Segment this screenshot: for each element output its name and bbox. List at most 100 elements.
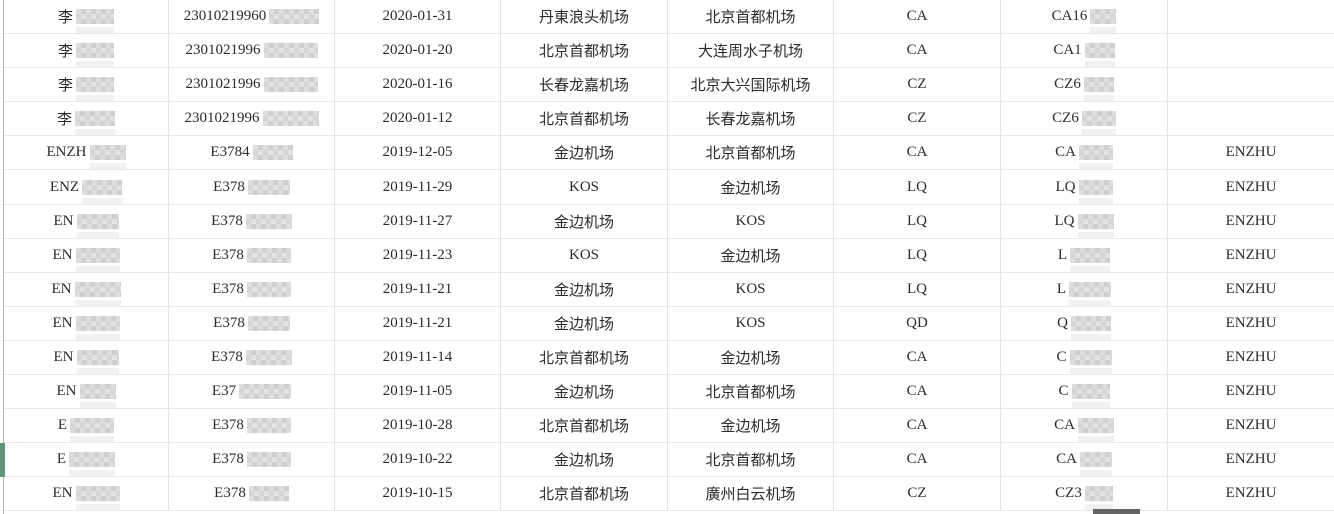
cell-tag[interactable] bbox=[1168, 0, 1334, 35]
cell-arrival-airport[interactable]: KOS bbox=[668, 204, 834, 239]
cell-departure-airport[interactable]: KOS bbox=[501, 238, 668, 273]
cell-name[interactable]: EN bbox=[4, 272, 169, 307]
cell-tag[interactable]: ENZHU bbox=[1168, 409, 1334, 444]
cell-departure-airport[interactable]: 金边机场 bbox=[501, 443, 668, 478]
cell-id-number[interactable]: E378 bbox=[169, 238, 335, 273]
cell-departure-airport[interactable]: 金边机场 bbox=[501, 136, 668, 171]
cell-departure-airport[interactable]: 北京首都机场 bbox=[501, 340, 668, 376]
cell-airline-code[interactable]: CZ bbox=[834, 102, 1001, 137]
cell-name[interactable]: EN bbox=[4, 340, 169, 376]
cell-arrival-airport[interactable]: 北京首都机场 bbox=[668, 375, 834, 410]
cell-tag[interactable]: ENZHU bbox=[1168, 239, 1334, 273]
cell-departure-airport[interactable]: 金边机场 bbox=[501, 375, 668, 410]
cell-departure-airport[interactable]: 金边机场 bbox=[501, 204, 668, 239]
cell-flight-number[interactable]: C bbox=[1001, 340, 1168, 376]
cell-name[interactable]: ENZ bbox=[4, 170, 169, 205]
cell-flight-number[interactable]: CA1 bbox=[1001, 34, 1168, 69]
cell-departure-airport[interactable]: 北京首都机场 bbox=[501, 34, 668, 69]
cell-airline-code[interactable]: CA bbox=[834, 375, 1001, 410]
cell-date[interactable]: 2020-01-16 bbox=[335, 68, 501, 103]
cell-airline-code[interactable]: CZ bbox=[834, 477, 1001, 512]
cell-departure-airport[interactable]: 北京首都机场 bbox=[501, 409, 668, 444]
cell-name[interactable]: ENZH bbox=[4, 136, 169, 171]
cell-arrival-airport[interactable]: 金边机场 bbox=[668, 409, 834, 444]
cell-arrival-airport[interactable]: KOS bbox=[668, 306, 834, 341]
cell-airline-code[interactable]: CA bbox=[834, 136, 1001, 171]
cell-tag[interactable]: ENZHU bbox=[1168, 443, 1334, 478]
cell-name[interactable]: EN bbox=[4, 306, 169, 341]
cell-id-number[interactable]: 2301021996 bbox=[169, 68, 335, 103]
cell-departure-airport[interactable]: KOS bbox=[501, 170, 668, 205]
cell-name[interactable]: 李 bbox=[4, 0, 169, 35]
cell-date[interactable]: 2019-11-29 bbox=[335, 170, 501, 205]
cell-name[interactable]: 李 bbox=[4, 102, 169, 137]
cell-id-number[interactable]: E3784 bbox=[169, 136, 335, 171]
cell-id-number[interactable]: E378 bbox=[169, 340, 335, 376]
cell-tag[interactable] bbox=[1168, 68, 1334, 103]
cell-tag[interactable]: ENZHU bbox=[1168, 307, 1334, 341]
cell-flight-number[interactable]: CA bbox=[1001, 443, 1168, 478]
cell-date[interactable]: 2019-11-14 bbox=[335, 340, 501, 376]
cell-arrival-airport[interactable]: 廣州白云机场 bbox=[668, 477, 834, 512]
cell-departure-airport[interactable]: 金边机场 bbox=[501, 272, 668, 307]
cell-airline-code[interactable]: QD bbox=[834, 306, 1001, 341]
cell-tag[interactable] bbox=[1168, 34, 1334, 69]
cell-date[interactable]: 2019-11-23 bbox=[335, 238, 501, 273]
cell-airline-code[interactable]: CA bbox=[834, 34, 1001, 69]
cell-arrival-airport[interactable]: 北京首都机场 bbox=[668, 136, 834, 171]
cell-tag[interactable]: ENZHU bbox=[1168, 136, 1334, 171]
cell-name[interactable]: EN bbox=[4, 238, 169, 273]
cell-id-number[interactable]: 2301021996 bbox=[169, 102, 335, 137]
cell-name[interactable]: EN bbox=[4, 204, 169, 239]
cell-arrival-airport[interactable]: KOS bbox=[668, 272, 834, 307]
cell-flight-number[interactable]: LQ bbox=[1001, 170, 1168, 205]
cell-name[interactable]: 李 bbox=[4, 68, 169, 103]
cell-tag[interactable]: ENZHU bbox=[1168, 341, 1334, 376]
cell-date[interactable]: 2019-11-27 bbox=[335, 204, 501, 239]
cell-flight-number[interactable]: LQ bbox=[1001, 204, 1168, 239]
cell-date[interactable]: 2019-10-28 bbox=[335, 409, 501, 444]
cell-tag[interactable]: ENZHU bbox=[1168, 477, 1334, 512]
cell-flight-number[interactable]: CA bbox=[1001, 409, 1168, 444]
cell-name[interactable]: EN bbox=[4, 477, 169, 512]
cell-airline-code[interactable]: CA bbox=[834, 340, 1001, 376]
cell-arrival-airport[interactable]: 金边机场 bbox=[668, 170, 834, 205]
cell-flight-number[interactable]: CA16 bbox=[1001, 0, 1168, 35]
cell-id-number[interactable]: E378 bbox=[169, 204, 335, 239]
cell-name[interactable]: E bbox=[4, 409, 169, 444]
cell-tag[interactable] bbox=[1168, 102, 1334, 137]
cell-arrival-airport[interactable]: 北京大兴国际机场 bbox=[668, 68, 834, 103]
cell-departure-airport[interactable]: 金边机场 bbox=[501, 306, 668, 341]
cell-date[interactable]: 2020-01-12 bbox=[335, 102, 501, 137]
cell-arrival-airport[interactable]: 金边机场 bbox=[668, 238, 834, 273]
cell-airline-code[interactable]: LQ bbox=[834, 238, 1001, 273]
cell-flight-number[interactable]: L bbox=[1001, 238, 1168, 273]
cell-airline-code[interactable]: CA bbox=[834, 409, 1001, 444]
cell-airline-code[interactable]: CZ bbox=[834, 68, 1001, 103]
cell-id-number[interactable]: E378 bbox=[169, 477, 335, 512]
cell-arrival-airport[interactable]: 长春龙嘉机场 bbox=[668, 102, 834, 137]
cell-airline-code[interactable]: LQ bbox=[834, 170, 1001, 205]
cell-id-number[interactable]: E378 bbox=[169, 409, 335, 444]
cell-name[interactable]: E bbox=[4, 443, 169, 478]
cell-arrival-airport[interactable]: 北京首都机场 bbox=[668, 443, 834, 478]
cell-date[interactable]: 2020-01-20 bbox=[335, 34, 501, 69]
cell-id-number[interactable]: E378 bbox=[169, 170, 335, 205]
cell-id-number[interactable]: 23010219960 bbox=[169, 0, 335, 35]
cell-id-number[interactable]: E378 bbox=[169, 443, 335, 478]
cell-date[interactable]: 2019-10-15 bbox=[335, 477, 501, 512]
cell-departure-airport[interactable]: 北京首都机场 bbox=[501, 477, 668, 512]
cell-flight-number[interactable]: CZ6 bbox=[1001, 68, 1168, 103]
cell-id-number[interactable]: E37 bbox=[169, 375, 335, 410]
cell-arrival-airport[interactable]: 金边机场 bbox=[668, 340, 834, 376]
cell-date[interactable]: 2019-10-22 bbox=[335, 443, 501, 478]
cell-arrival-airport[interactable]: 大连周水子机场 bbox=[668, 34, 834, 69]
cell-tag[interactable]: ENZHU bbox=[1168, 170, 1334, 205]
cell-flight-number[interactable]: CZ6 bbox=[1001, 102, 1168, 137]
cell-date[interactable]: 2019-11-21 bbox=[335, 272, 501, 307]
cell-airline-code[interactable]: CA bbox=[834, 0, 1001, 35]
cell-flight-number[interactable]: Q bbox=[1001, 306, 1168, 341]
cell-departure-airport[interactable]: 北京首都机场 bbox=[501, 102, 668, 137]
cell-airline-code[interactable]: LQ bbox=[834, 204, 1001, 239]
cell-date[interactable]: 2019-12-05 bbox=[335, 136, 501, 171]
